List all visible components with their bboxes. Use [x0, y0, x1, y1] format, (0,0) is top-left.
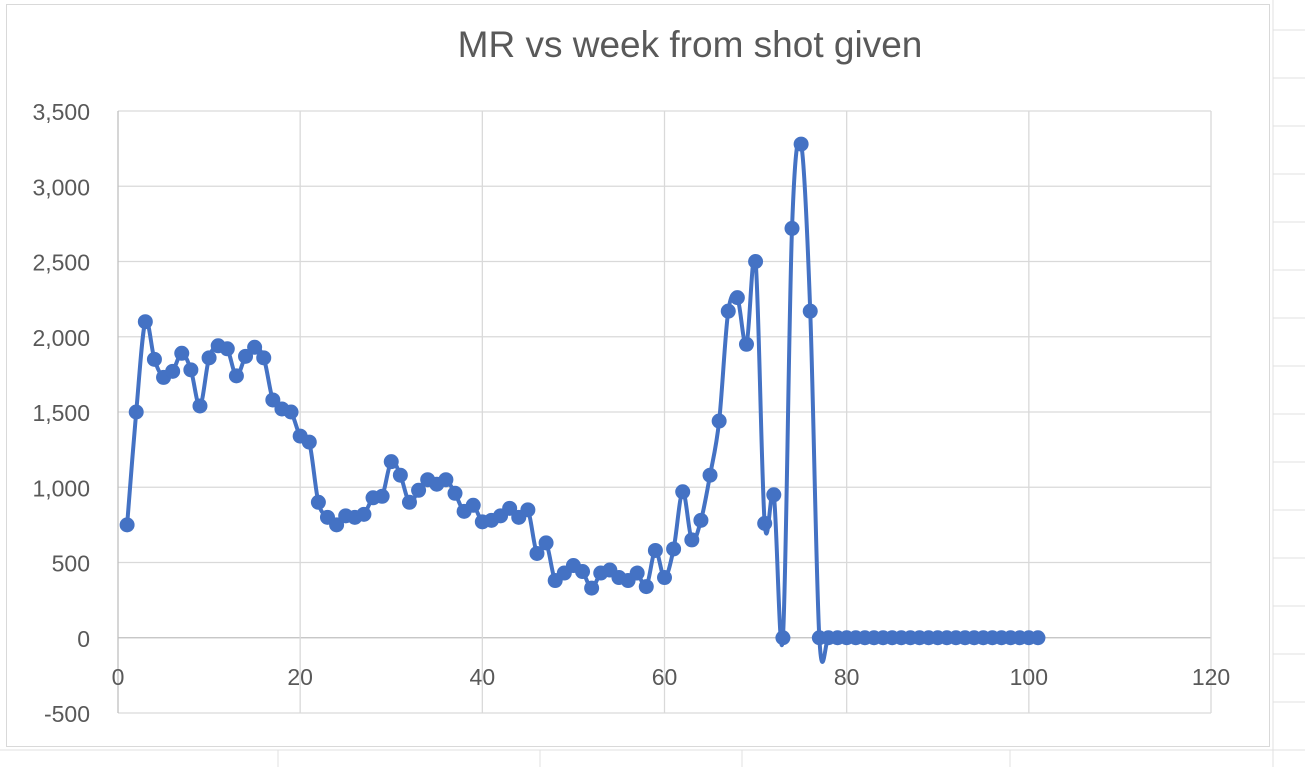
data-point-marker	[584, 580, 600, 596]
data-point-marker	[638, 579, 654, 595]
x-tick-label: 40	[470, 664, 496, 690]
data-point-marker	[520, 502, 536, 518]
data-point-marker	[219, 341, 235, 357]
data-point-marker	[374, 488, 390, 504]
data-point-marker	[228, 368, 244, 384]
x-tick-label: 60	[652, 664, 678, 690]
x-tick-label: 0	[112, 664, 125, 690]
y-tick-label: 3,500	[32, 99, 90, 125]
chart-title: MR vs week from shot given	[458, 24, 923, 65]
data-point-marker	[165, 363, 181, 379]
y-tick-label: 3,000	[32, 174, 90, 200]
x-tick-label: 20	[287, 664, 313, 690]
data-point-marker	[647, 542, 663, 558]
data-point-marker	[748, 254, 764, 269]
y-tick-label: 1,500	[32, 400, 90, 426]
data-point-marker	[329, 517, 345, 533]
data-point-marker	[256, 350, 272, 366]
data-point-marker	[128, 404, 144, 420]
data-point-marker	[529, 545, 545, 561]
data-point-marker	[174, 345, 190, 361]
y-tick-label: -500	[44, 701, 90, 727]
data-point-marker	[183, 362, 199, 378]
x-tick-label: 80	[834, 664, 860, 690]
data-point-marker	[310, 494, 326, 510]
data-point-marker	[447, 485, 463, 501]
y-tick-label: 0	[77, 626, 90, 652]
data-point-marker	[401, 494, 417, 510]
data-point-marker	[766, 487, 782, 503]
x-tick-label: 100	[1010, 664, 1048, 690]
data-point-marker	[392, 467, 408, 483]
y-tick-label: 1,000	[32, 475, 90, 501]
data-point-marker	[137, 314, 153, 330]
y-tick-label: 500	[52, 551, 90, 577]
data-point-marker	[201, 350, 217, 366]
data-point-marker	[119, 517, 135, 533]
data-point-marker	[356, 506, 372, 522]
data-point-marker	[657, 570, 672, 586]
data-point-marker	[802, 303, 818, 319]
data-point-marker	[465, 497, 481, 513]
data-point-marker	[793, 136, 809, 152]
data-point-marker	[265, 392, 281, 408]
data-point-marker	[729, 290, 745, 306]
data-point-marker	[757, 515, 773, 531]
series-line	[125, 137, 1040, 664]
data-point-marker	[238, 348, 254, 364]
data-point-marker	[666, 541, 682, 557]
data-point-marker	[711, 413, 727, 429]
data-point-marker	[629, 565, 645, 581]
y-tick-label: 2,000	[32, 325, 90, 351]
data-point-marker	[702, 467, 718, 483]
x-tick-label: 120	[1192, 664, 1230, 690]
data-point-marker	[693, 512, 709, 528]
data-point-marker	[1030, 630, 1046, 646]
chart-area[interactable]: MR vs week from shot given -500 0 500 1,000…	[6, 4, 1270, 747]
data-point-marker	[784, 220, 800, 236]
data-point-marker	[575, 564, 591, 580]
data-point-marker	[675, 484, 691, 500]
data-point-marker	[301, 434, 317, 450]
data-point-marker	[738, 336, 754, 352]
data-point-marker	[247, 339, 263, 355]
y-tick-label: 2,500	[32, 250, 90, 276]
data-point-marker	[684, 532, 700, 548]
data-point-marker	[438, 472, 454, 488]
data-point-marker	[775, 630, 791, 646]
line-chart: MR vs week from shot given -500 0 500 1,000…	[32, 24, 1230, 727]
data-point-marker	[283, 404, 299, 420]
data-point-marker	[146, 351, 162, 367]
data-point-marker	[502, 500, 518, 516]
data-point-marker	[383, 454, 399, 470]
data-point-marker	[538, 535, 554, 551]
data-point-marker	[192, 398, 208, 414]
data-point-marker	[411, 482, 427, 498]
data-point-marker	[720, 303, 736, 319]
